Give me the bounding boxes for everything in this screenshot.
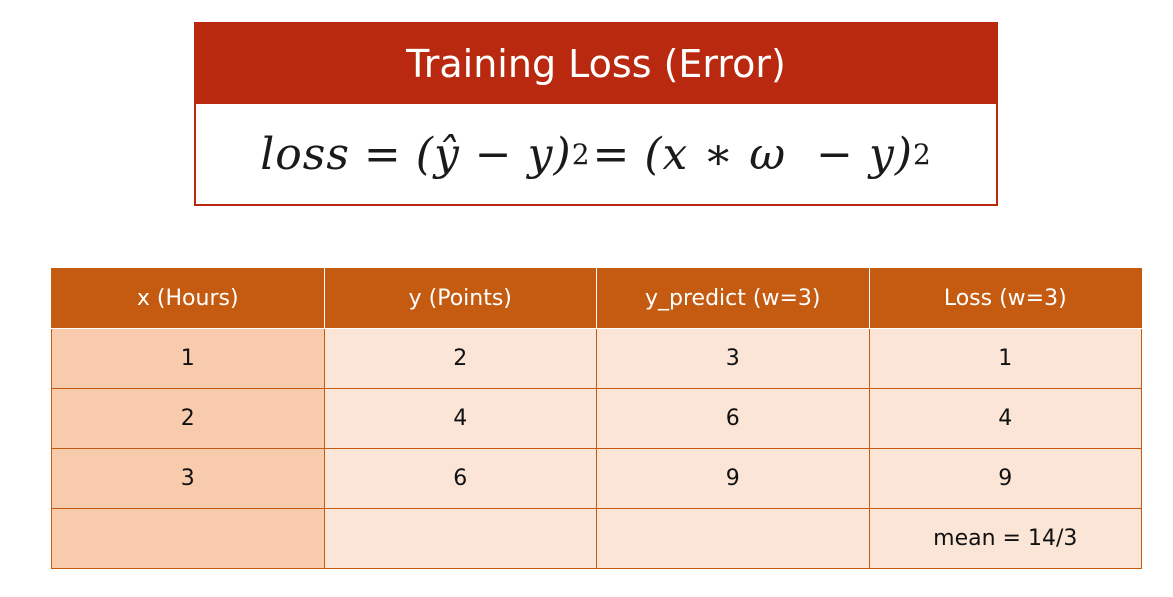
cell-x: 1 xyxy=(51,328,325,389)
slide-title: Training Loss (Error) xyxy=(196,24,996,104)
cell-loss: 9 xyxy=(868,448,1142,509)
cell-loss: 1 xyxy=(868,328,1142,389)
cell-x xyxy=(51,508,325,569)
formula-exponent-2: 2 xyxy=(912,137,932,171)
cell-y: 4 xyxy=(323,388,597,449)
header-x-hours: x (Hours) xyxy=(51,268,325,329)
cell-y: 2 xyxy=(323,328,597,389)
formula-equals-1: = xyxy=(363,128,402,180)
cell-y-predict: 6 xyxy=(596,388,870,449)
table-row: 3 6 9 9 xyxy=(51,448,1142,509)
formula-exponent-1: 2 xyxy=(571,137,591,171)
formula-part-1: (ŷ − y) xyxy=(415,128,572,180)
cell-y xyxy=(323,508,597,569)
header-y-points: y (Points) xyxy=(323,268,597,329)
header-y-predict: y_predict (w=3) xyxy=(596,268,870,329)
table-row: 1 2 3 1 xyxy=(51,328,1142,389)
cell-y-predict: 3 xyxy=(596,328,870,389)
formula-equals-2: = xyxy=(592,128,631,180)
title-box: Training Loss (Error) loss = (ŷ − y) 2 = … xyxy=(194,22,998,206)
cell-y-predict xyxy=(596,508,870,569)
cell-loss: 4 xyxy=(868,388,1142,449)
cell-y: 6 xyxy=(323,448,597,509)
cell-mean-loss: mean = 14/3 xyxy=(868,508,1142,569)
formula-part-2: (x ∗ ω − y) xyxy=(644,128,913,180)
table-header-row: x (Hours) y (Points) y_predict (w=3) Los… xyxy=(51,268,1142,329)
cell-x: 3 xyxy=(51,448,325,509)
header-loss: Loss (w=3) xyxy=(868,268,1142,329)
formula-lhs: loss xyxy=(260,128,350,180)
loss-formula: loss = (ŷ − y) 2 = (x ∗ ω − y) 2 xyxy=(196,104,996,204)
loss-table: x (Hours) y (Points) y_predict (w=3) Los… xyxy=(51,268,1142,569)
cell-x: 2 xyxy=(51,388,325,449)
table-row: 2 4 6 4 xyxy=(51,388,1142,449)
table-row-mean: mean = 14/3 xyxy=(51,508,1142,569)
cell-y-predict: 9 xyxy=(596,448,870,509)
